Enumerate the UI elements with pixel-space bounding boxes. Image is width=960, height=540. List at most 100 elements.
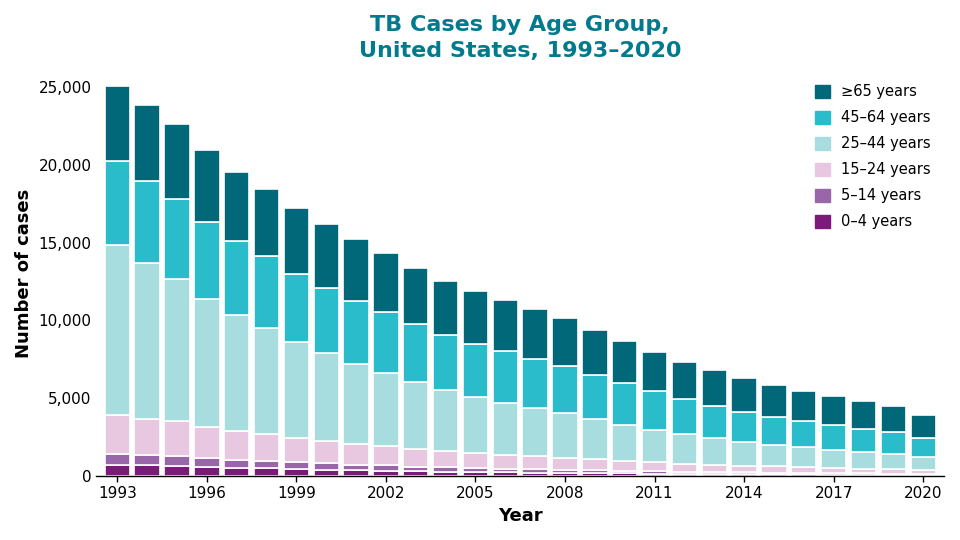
Bar: [582, 470, 608, 473]
Bar: [761, 385, 786, 417]
Bar: [253, 468, 279, 476]
Bar: [492, 455, 518, 469]
Bar: [463, 472, 489, 476]
Bar: [224, 460, 250, 468]
Bar: [194, 458, 220, 467]
Bar: [403, 268, 428, 325]
Bar: [821, 475, 847, 476]
Bar: [880, 432, 906, 454]
Bar: [702, 438, 727, 464]
Bar: [642, 392, 667, 430]
Bar: [672, 434, 697, 463]
Bar: [761, 467, 786, 472]
Bar: [373, 312, 398, 373]
Bar: [164, 422, 190, 456]
Bar: [433, 390, 458, 451]
Legend: ≥65 years, 45–64 years, 25–44 years, 15–24 years, 5–14 years, 0–4 years: ≥65 years, 45–64 years, 25–44 years, 15–…: [809, 79, 937, 235]
Bar: [910, 475, 936, 476]
Bar: [791, 447, 817, 467]
Bar: [314, 441, 339, 463]
Bar: [433, 472, 458, 476]
Bar: [492, 300, 518, 352]
Bar: [552, 457, 578, 469]
Bar: [522, 359, 548, 408]
Bar: [880, 475, 906, 476]
Bar: [612, 424, 637, 461]
Bar: [761, 474, 786, 476]
Bar: [880, 474, 906, 475]
Bar: [314, 353, 339, 441]
Bar: [344, 363, 369, 444]
Bar: [403, 382, 428, 449]
Bar: [910, 457, 936, 470]
Bar: [224, 315, 250, 431]
Bar: [910, 470, 936, 474]
Bar: [134, 465, 160, 476]
Bar: [851, 475, 876, 476]
Bar: [433, 281, 458, 335]
Bar: [403, 471, 428, 476]
Bar: [880, 406, 906, 432]
Bar: [344, 464, 369, 470]
Bar: [910, 438, 936, 457]
Bar: [373, 465, 398, 471]
Bar: [672, 463, 697, 471]
Bar: [314, 470, 339, 476]
Bar: [851, 401, 876, 429]
Bar: [253, 256, 279, 328]
Bar: [761, 417, 786, 444]
Bar: [164, 124, 190, 199]
Bar: [522, 472, 548, 476]
Bar: [642, 430, 667, 462]
Bar: [732, 442, 756, 465]
Bar: [642, 462, 667, 471]
Bar: [672, 399, 697, 434]
Bar: [522, 309, 548, 359]
Bar: [612, 474, 637, 476]
Bar: [373, 253, 398, 312]
Bar: [851, 469, 876, 474]
Bar: [164, 279, 190, 422]
Bar: [105, 86, 130, 161]
Bar: [821, 426, 847, 450]
Title: TB Cases by Age Group,
United States, 1993–2020: TB Cases by Age Group, United States, 19…: [359, 15, 682, 62]
Bar: [492, 472, 518, 476]
Bar: [403, 467, 428, 471]
Bar: [732, 472, 756, 474]
Bar: [284, 469, 309, 476]
Bar: [164, 456, 190, 466]
Bar: [433, 335, 458, 390]
Bar: [552, 319, 578, 366]
Bar: [134, 456, 160, 465]
Bar: [522, 408, 548, 456]
Bar: [284, 438, 309, 462]
Bar: [463, 343, 489, 397]
Bar: [821, 473, 847, 475]
Bar: [134, 105, 160, 181]
Bar: [732, 465, 756, 472]
Bar: [105, 464, 130, 476]
Bar: [253, 328, 279, 434]
Bar: [194, 427, 220, 458]
Bar: [582, 330, 608, 375]
Bar: [552, 366, 578, 413]
Bar: [284, 342, 309, 438]
Bar: [134, 181, 160, 264]
Bar: [373, 447, 398, 465]
Bar: [105, 161, 130, 245]
Bar: [194, 150, 220, 221]
Bar: [164, 199, 190, 279]
Bar: [582, 460, 608, 470]
Bar: [373, 471, 398, 476]
Bar: [612, 461, 637, 471]
Bar: [314, 463, 339, 470]
Bar: [702, 472, 727, 474]
Bar: [105, 415, 130, 454]
Bar: [880, 454, 906, 469]
Bar: [522, 469, 548, 472]
Bar: [164, 466, 190, 476]
Bar: [612, 383, 637, 424]
Bar: [821, 396, 847, 426]
Bar: [224, 468, 250, 476]
Bar: [672, 361, 697, 399]
